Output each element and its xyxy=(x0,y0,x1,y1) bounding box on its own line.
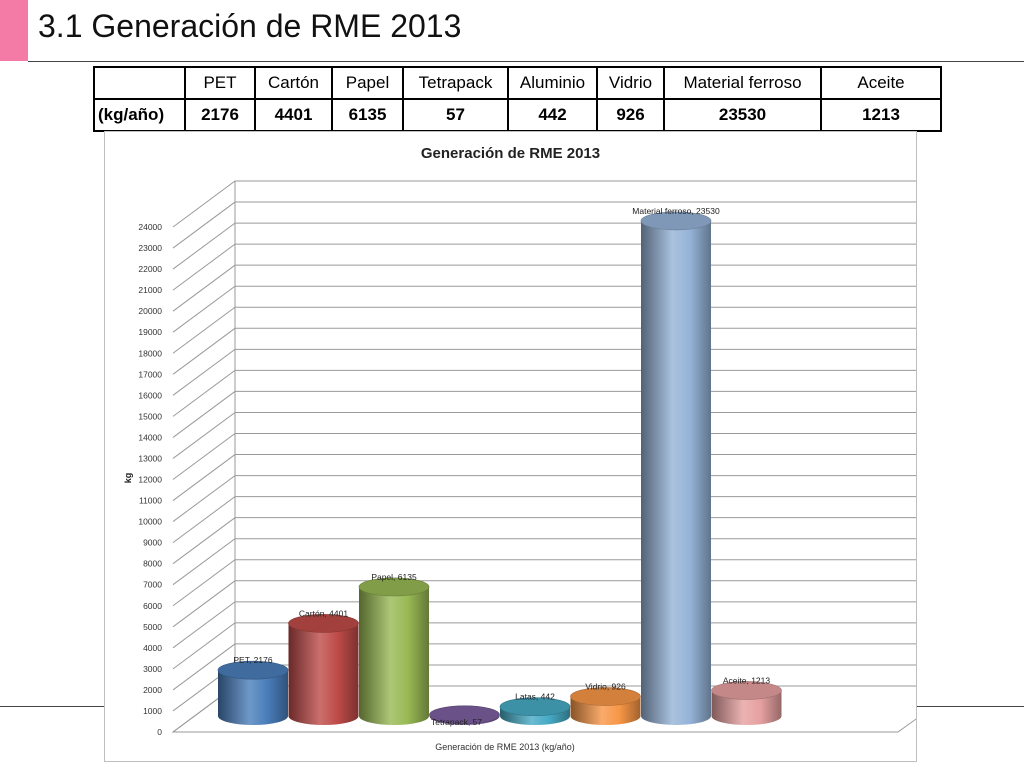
bar xyxy=(641,220,711,725)
table-cell: 1213 xyxy=(820,98,942,132)
gridline xyxy=(172,433,962,480)
gridline xyxy=(172,327,962,375)
gridline xyxy=(172,348,962,396)
gridline xyxy=(172,559,962,607)
y-tick-label: 15000 xyxy=(138,411,162,421)
y-tick-label: 13000 xyxy=(138,453,162,463)
gridline xyxy=(172,580,962,628)
gridline xyxy=(172,601,962,649)
gridline xyxy=(172,538,962,586)
gridline xyxy=(172,517,962,565)
top-divider xyxy=(28,61,1024,62)
table-cell: 57 xyxy=(402,98,509,132)
bottom-divider-right xyxy=(916,706,1024,707)
chart-title: Generación de RME 2013 xyxy=(421,145,600,162)
bar-top xyxy=(358,577,430,597)
table-cell: 23530 xyxy=(663,98,822,132)
y-tick-label: 4000 xyxy=(143,643,162,653)
bar-top xyxy=(640,211,712,231)
y-tick-label: 18000 xyxy=(138,348,162,358)
gridline xyxy=(172,180,962,228)
bar-top xyxy=(711,681,782,700)
gridline xyxy=(172,475,962,522)
y-tick-label: 11000 xyxy=(139,496,162,506)
data-label: PET, 2176 xyxy=(233,655,272,665)
table-row-label: (kg/año) xyxy=(93,98,186,132)
gridline xyxy=(172,369,962,417)
slide-title: 3.1 Generación de RME 2013 xyxy=(38,8,462,44)
gridline xyxy=(172,285,962,333)
table-header-row: PET Cartón Papel Tetrapack Aluminio Vidr… xyxy=(93,66,942,100)
y-tick-label: 14000 xyxy=(138,432,162,442)
data-label: Cartón, 4401 xyxy=(299,608,348,618)
y-axis-label: kg xyxy=(123,473,133,484)
y-tick-label: 24000 xyxy=(138,222,162,232)
y-tick-label: 22000 xyxy=(138,264,162,274)
y-tick-label: 17000 xyxy=(138,369,162,379)
data-label: Material ferroso, 23530 xyxy=(632,206,720,216)
gridline xyxy=(172,201,962,249)
y-tick-label: 19000 xyxy=(138,327,162,337)
bar-top xyxy=(570,687,641,706)
y-tick-label: 12000 xyxy=(138,475,162,485)
bar-top xyxy=(499,697,571,716)
data-label: Latas, 442 xyxy=(515,692,555,702)
table-value-row: (kg/año) 2176 4401 6135 57 442 926 23530… xyxy=(93,98,942,132)
table-header-cell: Tetrapack xyxy=(402,66,509,100)
bar-top xyxy=(217,660,289,680)
bar xyxy=(288,623,359,726)
bar xyxy=(359,586,429,725)
gridline xyxy=(172,264,962,312)
table-header-cell xyxy=(93,66,186,100)
table-header-cell: Material ferroso xyxy=(663,66,822,100)
data-label: Tetrapack, 57 xyxy=(431,717,482,727)
table-header-cell: Aceite xyxy=(820,66,942,100)
y-tick-label: 5000 xyxy=(143,622,162,632)
title-accent-bar xyxy=(0,0,28,61)
table-cell: 2176 xyxy=(184,98,256,132)
y-tick-label: 0 xyxy=(157,727,162,737)
gridline xyxy=(172,390,962,438)
bar xyxy=(218,670,288,725)
gridline xyxy=(172,411,962,459)
table-cell: 926 xyxy=(596,98,665,132)
y-tick-label: 16000 xyxy=(138,390,162,400)
y-tick-label: 3000 xyxy=(143,664,162,674)
bottom-divider-left xyxy=(0,706,104,707)
y-tick-label: 1000 xyxy=(143,706,162,716)
data-label: Vidrio, 926 xyxy=(585,682,626,692)
gridline xyxy=(172,622,962,670)
y-tick-label: 21000 xyxy=(138,285,162,295)
gridline xyxy=(172,454,962,501)
table-header-cell: PET xyxy=(184,66,256,100)
gridline xyxy=(172,243,962,291)
y-tick-label: 8000 xyxy=(143,559,162,569)
y-tick-label: 6000 xyxy=(143,601,162,611)
y-tick-label: 20000 xyxy=(138,306,162,316)
data-label: Aceite, 1213 xyxy=(723,675,771,685)
data-label: Papel, 6135 xyxy=(371,572,417,582)
bar-chart-3d: Generación de RME 2013 0 1000 2000 3000 4000 5… xyxy=(123,145,964,752)
x-axis-label: Generación de RME 2013 (kg/año) xyxy=(435,742,575,752)
gridline xyxy=(172,496,962,544)
table-header-cell: Papel xyxy=(331,66,404,100)
table-header-cell: Cartón xyxy=(254,66,333,100)
y-tick-label: 23000 xyxy=(138,243,162,253)
y-tick-label: 9000 xyxy=(143,538,162,548)
y-tick-label: 10000 xyxy=(138,517,162,527)
y-tick-label: 7000 xyxy=(143,580,162,590)
table-cell: 6135 xyxy=(331,98,404,132)
data-table: PET Cartón Papel Tetrapack Aluminio Vidr… xyxy=(93,66,942,132)
table-header-cell: Aluminio xyxy=(507,66,598,100)
gridline xyxy=(172,306,962,354)
gridline xyxy=(172,222,962,270)
bar-top xyxy=(429,705,500,725)
table-header-cell: Vidrio xyxy=(596,66,665,100)
y-tick-label: 2000 xyxy=(143,685,162,695)
table-cell: 4401 xyxy=(254,98,333,132)
chart-area: Generación de RME 2013 0 1000 2000 3000 4000 5… xyxy=(104,131,964,762)
bar-top xyxy=(288,614,359,633)
bar xyxy=(711,690,782,726)
table-cell: 442 xyxy=(507,98,598,132)
